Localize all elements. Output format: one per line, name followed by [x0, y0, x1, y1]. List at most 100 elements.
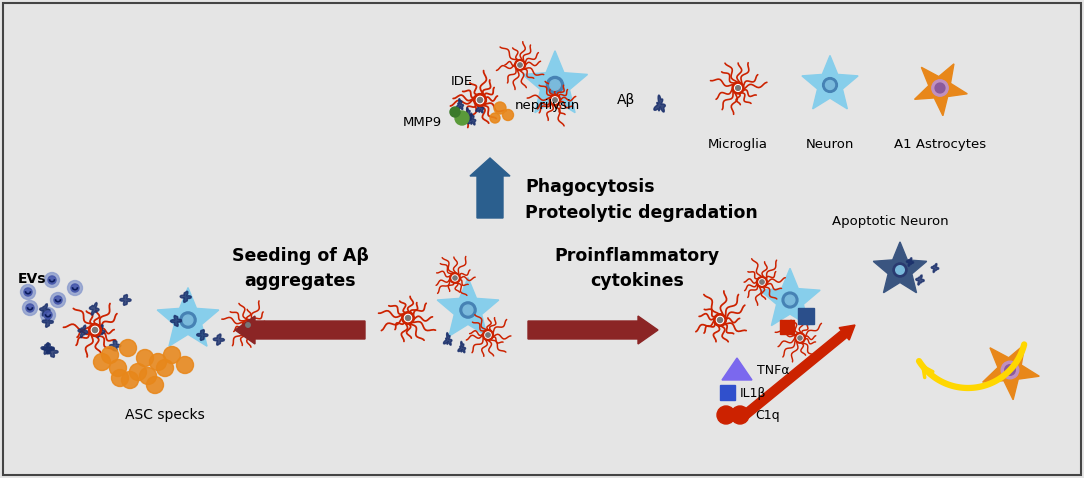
FancyArrow shape	[743, 325, 855, 418]
Circle shape	[450, 273, 461, 283]
Polygon shape	[95, 325, 105, 337]
Circle shape	[893, 263, 907, 277]
Circle shape	[798, 336, 802, 340]
Polygon shape	[916, 275, 925, 285]
Text: Microglia: Microglia	[708, 138, 767, 151]
Circle shape	[21, 284, 36, 300]
Circle shape	[54, 296, 62, 304]
Text: MMP9: MMP9	[403, 116, 442, 129]
Circle shape	[503, 109, 514, 120]
Circle shape	[518, 63, 522, 67]
Circle shape	[550, 80, 560, 90]
Circle shape	[93, 354, 111, 370]
Circle shape	[1002, 361, 1019, 379]
Polygon shape	[180, 291, 191, 303]
Polygon shape	[443, 333, 452, 345]
Circle shape	[180, 312, 196, 328]
Polygon shape	[464, 108, 472, 120]
Circle shape	[713, 314, 726, 326]
Polygon shape	[42, 344, 54, 354]
FancyArrow shape	[470, 158, 509, 218]
Polygon shape	[89, 303, 99, 315]
Circle shape	[121, 371, 139, 389]
Polygon shape	[157, 288, 219, 346]
Circle shape	[140, 368, 156, 384]
Polygon shape	[654, 95, 666, 112]
Polygon shape	[456, 98, 464, 109]
Circle shape	[40, 307, 55, 323]
Circle shape	[718, 317, 723, 323]
Polygon shape	[468, 113, 476, 125]
Circle shape	[895, 266, 904, 274]
Polygon shape	[931, 263, 939, 272]
Circle shape	[935, 83, 945, 93]
Circle shape	[26, 304, 34, 312]
Circle shape	[482, 329, 493, 340]
Circle shape	[517, 62, 524, 68]
Circle shape	[119, 339, 137, 357]
Circle shape	[164, 347, 181, 363]
Polygon shape	[109, 341, 120, 351]
Circle shape	[732, 82, 744, 94]
Circle shape	[823, 77, 837, 92]
Circle shape	[402, 312, 414, 324]
Circle shape	[146, 377, 164, 393]
Polygon shape	[170, 315, 182, 326]
Circle shape	[102, 347, 118, 363]
Circle shape	[177, 357, 194, 373]
Polygon shape	[906, 258, 914, 266]
Polygon shape	[874, 242, 927, 293]
Circle shape	[717, 406, 735, 424]
Circle shape	[476, 97, 483, 104]
Circle shape	[757, 277, 767, 287]
Bar	[798, 308, 814, 324]
Polygon shape	[47, 347, 59, 357]
Circle shape	[89, 324, 102, 337]
Text: Phagocytosis
Proteolytic degradation: Phagocytosis Proteolytic degradation	[525, 178, 758, 221]
Bar	[720, 385, 735, 400]
Circle shape	[494, 102, 506, 114]
Circle shape	[795, 333, 805, 343]
Circle shape	[485, 332, 491, 338]
Circle shape	[759, 279, 765, 285]
Text: Apoptotic Neuron: Apoptotic Neuron	[831, 215, 948, 228]
Text: A1 Astrocytes: A1 Astrocytes	[894, 138, 986, 151]
Circle shape	[48, 276, 56, 284]
Polygon shape	[476, 101, 483, 113]
Circle shape	[731, 406, 749, 424]
Circle shape	[24, 288, 33, 296]
Circle shape	[150, 354, 167, 370]
Circle shape	[70, 284, 79, 292]
Text: TNFα: TNFα	[757, 363, 789, 377]
Circle shape	[44, 272, 60, 287]
Circle shape	[717, 316, 724, 324]
Circle shape	[156, 359, 173, 377]
Circle shape	[474, 94, 487, 107]
Text: Proinflammatory
cytokines: Proinflammatory cytokines	[554, 247, 720, 290]
Circle shape	[785, 295, 795, 305]
Polygon shape	[802, 55, 859, 109]
Circle shape	[129, 363, 146, 380]
Text: neprilysin: neprilysin	[515, 98, 580, 111]
Circle shape	[490, 113, 500, 123]
Polygon shape	[78, 325, 88, 337]
Circle shape	[550, 94, 560, 106]
Polygon shape	[915, 64, 967, 116]
Text: Seeding of Aβ
aggregates: Seeding of Aβ aggregates	[232, 247, 369, 290]
Text: C1q: C1q	[754, 409, 779, 422]
Polygon shape	[40, 304, 50, 316]
Polygon shape	[120, 294, 131, 305]
Circle shape	[91, 326, 99, 334]
Circle shape	[552, 97, 558, 103]
Polygon shape	[722, 358, 752, 380]
Circle shape	[826, 80, 835, 89]
Circle shape	[23, 301, 38, 315]
Circle shape	[546, 76, 564, 94]
Circle shape	[782, 292, 798, 308]
Text: Neuron: Neuron	[805, 138, 854, 151]
Circle shape	[112, 369, 129, 387]
Text: IL1β: IL1β	[740, 387, 766, 400]
Circle shape	[797, 335, 803, 341]
Circle shape	[463, 305, 473, 315]
Polygon shape	[983, 344, 1040, 400]
